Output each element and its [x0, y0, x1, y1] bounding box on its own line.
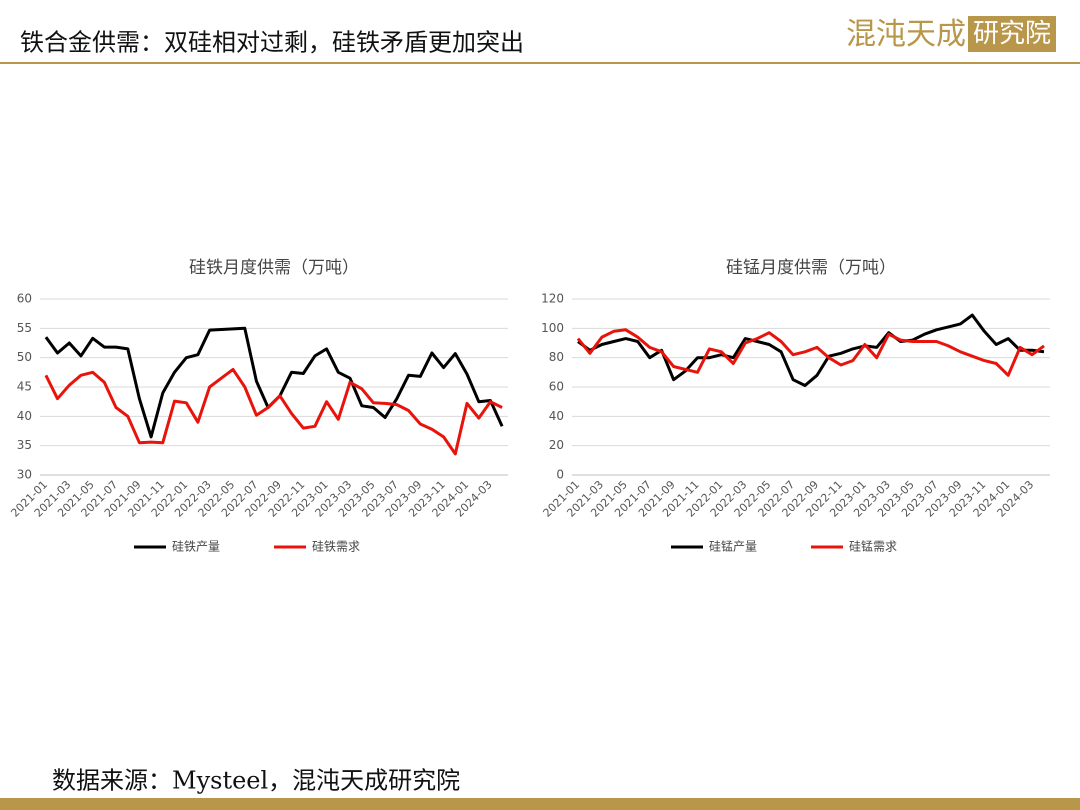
y-tick-label: 50	[17, 350, 32, 364]
series-line	[577, 313, 1045, 387]
chart-title: 硅锰月度供需（万吨）	[726, 258, 896, 278]
footer-bar	[0, 798, 1080, 810]
legend-label: 硅锰产量	[709, 539, 757, 554]
y-tick-label: 40	[549, 409, 564, 423]
y-tick-label: 40	[17, 409, 32, 423]
y-tick-label: 0	[556, 468, 564, 482]
y-tick-label: 60	[549, 380, 564, 394]
y-tick-label: 100	[541, 321, 564, 335]
logo-box-text: 研究院	[973, 19, 1051, 49]
chart-title: 硅铁月度供需（万吨）	[189, 258, 359, 278]
y-tick-label: 120	[541, 292, 564, 306]
y-tick-label: 80	[549, 350, 564, 364]
series-line	[576, 328, 1045, 377]
y-tick-label: 35	[17, 438, 32, 452]
legend-label: 硅铁产量	[172, 540, 220, 554]
y-tick-label: 20	[549, 438, 564, 452]
y-tick-label: 45	[17, 380, 32, 394]
y-tick-label: 55	[17, 321, 32, 335]
series-line	[44, 326, 504, 439]
slide-title: 铁合金供需：双硅相对过剩，硅铁矛盾更加突出	[20, 29, 524, 57]
logo-box	[968, 16, 1056, 52]
source-note: 数据来源：Mysteel，混沌天成研究院	[52, 767, 460, 795]
y-tick-label: 60	[17, 292, 32, 306]
y-tick-label: 30	[17, 468, 32, 482]
legend-label: 硅锰需求	[849, 539, 897, 554]
legend-label: 硅铁需求	[312, 540, 360, 554]
series-line	[44, 367, 503, 456]
logo-text: 混沌天成	[846, 17, 966, 52]
